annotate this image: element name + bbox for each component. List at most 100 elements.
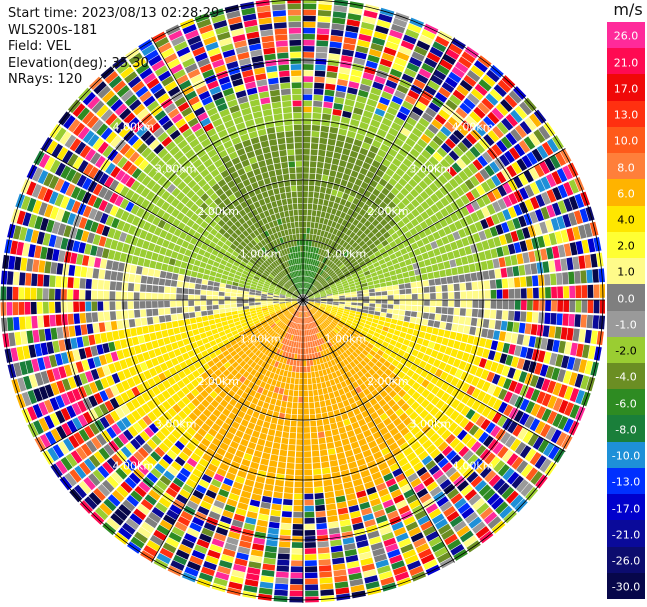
range-gate <box>201 337 209 345</box>
range-gate <box>200 305 207 311</box>
range-gate <box>256 519 268 527</box>
range-gate <box>351 322 358 327</box>
range-gate <box>303 384 308 391</box>
range-gate <box>481 194 491 206</box>
range-gate <box>355 159 364 167</box>
range-gate <box>379 412 389 421</box>
range-gate <box>281 376 287 383</box>
range-gate <box>380 330 388 337</box>
range-gate <box>266 539 278 547</box>
range-gate <box>350 344 357 351</box>
range-gate <box>400 427 410 437</box>
range-gate <box>312 118 321 126</box>
range-gate <box>24 301 31 315</box>
range-gate <box>331 551 344 559</box>
range-gate <box>363 300 370 303</box>
range-gate <box>470 441 482 453</box>
range-gate <box>362 327 369 333</box>
range-gate <box>309 353 313 360</box>
range-gate <box>423 476 435 487</box>
range-gate <box>326 442 335 449</box>
range-gate <box>338 305 345 309</box>
range-gate <box>345 349 352 356</box>
range-gate <box>407 378 416 387</box>
range-gate <box>342 268 349 274</box>
range-gate <box>342 110 352 119</box>
range-gate <box>460 206 470 217</box>
range-gate <box>355 284 362 289</box>
range-gate <box>417 287 424 294</box>
range-gate <box>310 149 318 156</box>
range-gate <box>43 274 50 287</box>
range-gate <box>447 284 454 292</box>
range-gate <box>165 272 173 280</box>
range-gate <box>402 321 410 328</box>
range-gate <box>451 162 462 174</box>
range-gate <box>498 234 507 246</box>
range-gate <box>366 393 374 401</box>
range-gate <box>372 113 383 123</box>
range-gate <box>434 546 449 558</box>
range-gate <box>74 265 82 277</box>
range-gate <box>582 344 590 359</box>
range-gate <box>507 367 516 379</box>
range-gate <box>348 7 363 16</box>
range-gate <box>317 248 323 255</box>
range-gate <box>388 328 395 334</box>
range-gate <box>541 408 552 422</box>
range-gate <box>378 13 393 23</box>
range-gate <box>294 378 299 385</box>
range-gate <box>176 300 182 307</box>
range-gate <box>402 100 414 111</box>
range-gate <box>401 216 410 225</box>
range-gate <box>356 308 363 313</box>
range-gate <box>346 275 353 280</box>
range-gate <box>337 253 343 260</box>
range-gate <box>363 388 371 396</box>
range-gate <box>389 413 399 422</box>
range-gate <box>308 302 314 306</box>
range-gate <box>303 136 311 143</box>
range-gate <box>380 364 388 373</box>
range-gate <box>362 309 369 314</box>
range-gate <box>142 325 149 334</box>
range-gate <box>350 291 357 295</box>
range-gate <box>458 247 467 257</box>
range-gate <box>451 387 461 398</box>
range-gate <box>446 233 455 243</box>
range-gate <box>534 336 542 349</box>
range-gate <box>351 297 358 300</box>
range-gate <box>461 507 475 520</box>
range-gate <box>347 383 355 392</box>
range-gate <box>304 282 306 289</box>
range-gate <box>303 245 306 252</box>
range-gate <box>163 337 171 345</box>
range-gate <box>371 335 379 342</box>
range-gate <box>317 541 329 548</box>
range-gate <box>319 289 325 293</box>
range-gate <box>255 302 261 306</box>
range-gate <box>423 286 430 293</box>
range-gate <box>354 316 361 322</box>
range-gate <box>68 325 76 337</box>
range-gate <box>463 74 477 87</box>
range-gate <box>458 170 469 182</box>
range-gate <box>469 223 478 234</box>
range-gate <box>314 401 320 408</box>
range-gate <box>387 148 398 158</box>
range-gate <box>562 214 572 228</box>
range-gate <box>306 290 311 296</box>
range-gate <box>389 372 397 381</box>
range-gate <box>491 107 504 121</box>
range-gate <box>316 284 322 289</box>
range-gate <box>305 584 319 591</box>
range-gate <box>293 511 303 518</box>
range-gate <box>149 332 157 341</box>
range-gate <box>335 396 342 404</box>
range-gate <box>265 545 278 553</box>
range-gate <box>303 252 306 258</box>
range-gate <box>381 117 393 127</box>
range-gate <box>470 272 478 282</box>
range-gate <box>326 334 332 341</box>
range-gate <box>308 258 312 265</box>
